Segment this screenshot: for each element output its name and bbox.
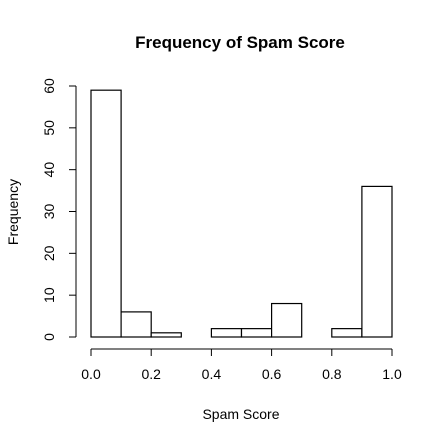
y-tick-label: 60 [41,78,57,94]
y-tick-label: 40 [41,162,57,178]
y-tick-label: 0 [41,333,57,341]
y-axis: 0 10 20 30 40 50 60 [41,78,77,341]
x-tick-label: 0.8 [322,366,342,382]
histogram-bar-6 [271,302,303,338]
y-tick-label: 30 [41,204,57,220]
histogram-bar-0 [90,89,122,338]
y-tick-label: 50 [41,120,57,136]
y-tick-label: 20 [41,245,57,261]
x-tick-label: 0.2 [141,366,161,382]
x-tick-label: 1.0 [382,366,402,382]
x-tick-label: 0.0 [81,366,101,382]
histogram-bar-8 [331,328,363,338]
x-axis: 0.0 0.2 0.4 0.6 0.8 1.0 [81,348,402,382]
y-axis-label: Frequency [5,179,21,245]
x-tick-label: 0.4 [202,366,222,382]
histogram-bar-5 [240,328,273,338]
chart-title: Frequency of Spam Score [135,33,345,52]
histogram-bar-4 [210,328,243,338]
histogram-bar-1 [120,311,152,338]
y-tick-label: 10 [41,287,57,303]
histogram-bar-9 [361,185,393,338]
x-axis-label: Spam Score [202,406,279,422]
histogram-bar-2 [150,332,182,338]
x-tick-label: 0.6 [262,366,282,382]
bars-group [90,89,393,338]
